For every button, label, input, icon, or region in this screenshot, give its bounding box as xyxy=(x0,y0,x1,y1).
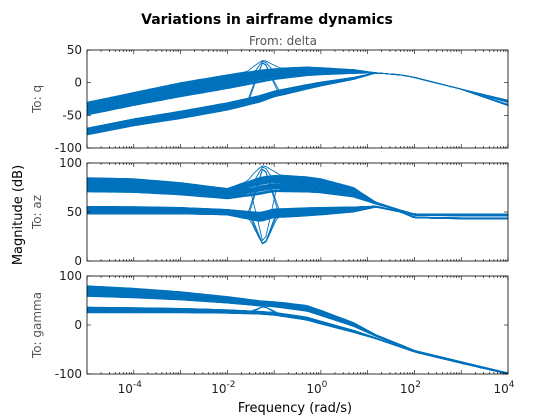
panel-label: To: q xyxy=(30,85,44,114)
response-line xyxy=(87,72,508,134)
response-line xyxy=(87,289,508,374)
response-line xyxy=(87,286,508,374)
response-line xyxy=(87,311,508,374)
response-lines xyxy=(87,285,508,374)
panel-label: To: az xyxy=(30,195,44,230)
response-line xyxy=(87,165,508,215)
response-line xyxy=(87,72,508,136)
y-tick-label: 100 xyxy=(59,156,82,170)
response-line xyxy=(87,72,508,136)
response-line xyxy=(87,290,508,374)
response-line xyxy=(87,72,508,135)
response-line xyxy=(87,309,508,374)
response-line xyxy=(87,72,508,135)
response-line xyxy=(87,72,508,134)
response-line xyxy=(87,309,508,374)
response-line xyxy=(87,205,508,219)
response-line xyxy=(87,311,508,374)
x-tick-label: 100 xyxy=(306,380,327,396)
response-line xyxy=(87,310,508,374)
y-tick-label: 100 xyxy=(59,269,82,283)
response-line xyxy=(87,285,508,374)
response-line xyxy=(87,72,508,135)
x-tick-label: 10-4 xyxy=(118,380,143,396)
response-line xyxy=(87,311,508,374)
response-line xyxy=(87,310,508,374)
response-line xyxy=(87,285,508,374)
panel-1: -100 -50 0 50 To: q xyxy=(30,43,509,155)
response-line xyxy=(87,72,508,135)
panel-3: -100 0 100 To: gamma xyxy=(30,269,509,381)
panel-2: 0 50 100 To: az xyxy=(30,156,509,268)
response-line xyxy=(87,288,508,374)
response-line xyxy=(87,72,508,135)
response-line xyxy=(87,309,508,374)
x-tick-label: 10-2 xyxy=(211,380,235,396)
response-line xyxy=(87,310,508,374)
response-line xyxy=(87,286,508,374)
response-line xyxy=(87,290,508,374)
response-line xyxy=(87,309,508,374)
response-line xyxy=(87,309,508,374)
y-tick-label: -50 xyxy=(62,108,82,122)
response-line xyxy=(87,72,508,134)
response-line xyxy=(87,312,508,374)
response-line xyxy=(87,60,508,103)
response-line xyxy=(87,311,508,374)
response-line xyxy=(87,310,508,374)
y-tick-label: 0 xyxy=(74,318,82,332)
y-tick-label: 0 xyxy=(74,76,82,90)
response-line xyxy=(87,288,508,374)
response-line xyxy=(87,287,508,374)
response-line xyxy=(87,311,508,374)
x-tick-label: 102 xyxy=(400,380,421,396)
response-line xyxy=(87,72,508,135)
response-line xyxy=(87,312,508,374)
y-tick-label: -100 xyxy=(55,367,82,381)
response-line xyxy=(87,309,508,374)
y-tick-label: -100 xyxy=(55,141,82,155)
response-line xyxy=(87,311,508,374)
chart-subtitle: From: delta xyxy=(249,34,317,48)
response-line xyxy=(87,289,508,374)
y-tick-label: 0 xyxy=(74,254,82,268)
response-lines xyxy=(87,60,508,136)
response-line xyxy=(87,72,508,134)
chart-title: Variations in airframe dynamics xyxy=(141,12,393,28)
response-line xyxy=(87,310,508,374)
response-line xyxy=(87,310,508,374)
y-axis-label: Magnitude (dB) xyxy=(11,165,26,265)
response-lines xyxy=(87,165,508,245)
response-line xyxy=(87,288,508,374)
response-line xyxy=(87,286,508,374)
panel-label: To: gamma xyxy=(30,292,44,359)
response-line xyxy=(87,311,508,374)
response-line xyxy=(87,290,508,374)
x-tick-labels: 10-4 10-2 100 102 104 xyxy=(118,380,515,396)
response-line xyxy=(87,309,508,374)
response-line xyxy=(87,310,508,374)
y-tick-label: 50 xyxy=(67,43,82,57)
x-tick-label: 104 xyxy=(493,380,514,396)
response-line xyxy=(87,306,508,374)
response-line xyxy=(87,72,508,134)
axes-frame xyxy=(86,49,509,149)
y-tick-label: 50 xyxy=(67,205,82,219)
response-line xyxy=(87,287,508,374)
x-axis-label: Frequency (rad/s) xyxy=(238,401,352,416)
